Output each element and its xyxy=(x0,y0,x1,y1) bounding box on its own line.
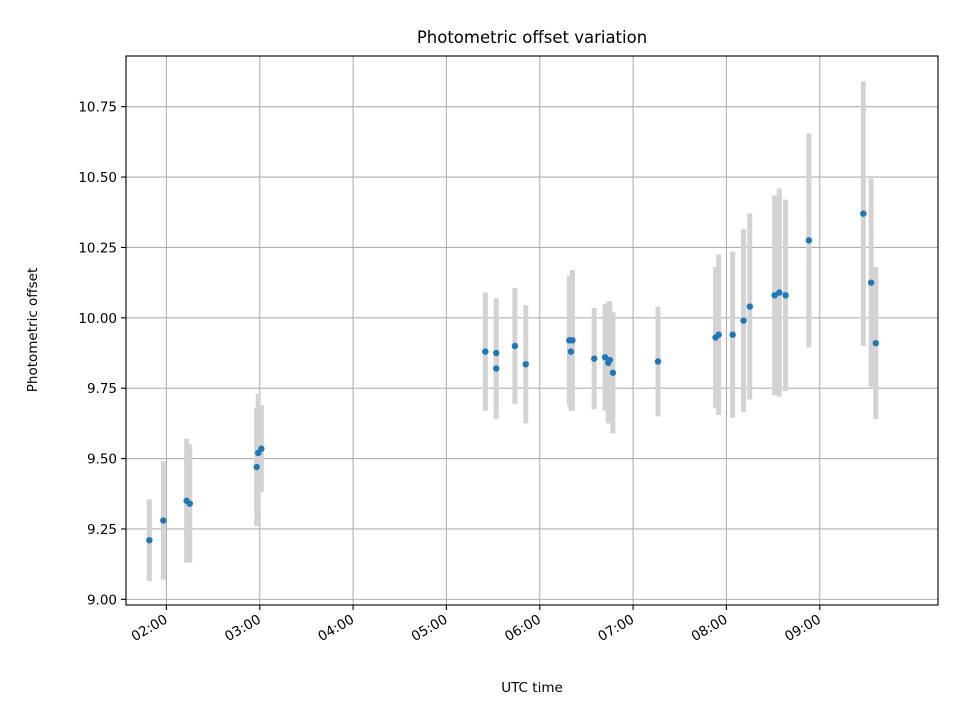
data-point xyxy=(493,365,500,372)
data-point xyxy=(782,292,789,299)
x-tick-label: 05:00 xyxy=(409,612,451,645)
x-tick-label: 06:00 xyxy=(502,612,544,645)
data-point xyxy=(654,358,662,365)
data-point xyxy=(160,517,167,524)
data-point xyxy=(860,210,867,217)
data-point xyxy=(606,356,613,364)
data-point xyxy=(567,348,575,355)
y-axis-ticks: 9.00 9.25 9.50 9.75 10.00 10.25 10.50 10.75 xyxy=(78,100,126,608)
y-tick-label: 9.75 xyxy=(87,381,117,397)
data-point xyxy=(746,303,753,310)
grid xyxy=(126,56,938,605)
data-point xyxy=(872,339,879,347)
data-point xyxy=(591,355,598,362)
x-tick-label: 08:00 xyxy=(689,612,731,645)
y-tick-label: 10.50 xyxy=(78,170,117,186)
data-point xyxy=(482,348,489,355)
data-point xyxy=(740,317,747,324)
data-point xyxy=(715,331,722,338)
data-point xyxy=(186,500,193,507)
data-point xyxy=(609,369,617,376)
y-tick-label: 10.25 xyxy=(78,240,117,256)
data-point xyxy=(771,292,778,299)
data-point xyxy=(729,331,736,338)
data-point xyxy=(569,337,576,344)
x-axis-ticks: 02:00 03:00 04:00 05:00 06:00 07:00 08:00 09:00 xyxy=(129,605,824,645)
data-point xyxy=(511,342,519,350)
plot-frame xyxy=(125,55,939,606)
x-tick-label: 09:00 xyxy=(782,612,824,645)
data-point xyxy=(146,537,153,544)
data-point xyxy=(805,237,813,244)
x-tick-label: 07:00 xyxy=(595,612,637,645)
data-points xyxy=(146,210,879,544)
error-bars xyxy=(146,81,879,582)
y-tick-label: 9.25 xyxy=(87,522,117,538)
x-tick-label: 02:00 xyxy=(129,612,171,645)
y-axis-label: Photometric offset xyxy=(25,268,41,392)
x-tick-label: 04:00 xyxy=(315,612,357,645)
data-point xyxy=(522,361,529,368)
x-tick-label: 03:00 xyxy=(222,612,264,645)
data-point xyxy=(776,289,783,296)
data-point xyxy=(493,349,500,357)
y-tick-label: 9.50 xyxy=(87,452,117,468)
y-tick-label: 9.00 xyxy=(87,592,117,608)
chart-title: Photometric offset variation xyxy=(417,28,647,47)
data-point xyxy=(258,445,265,452)
y-tick-label: 10.00 xyxy=(78,311,117,327)
y-tick-label: 10.75 xyxy=(78,100,117,116)
data-point xyxy=(601,354,609,361)
data-point xyxy=(867,279,875,286)
x-axis-label: UTC time xyxy=(501,680,563,696)
data-point xyxy=(253,463,260,471)
